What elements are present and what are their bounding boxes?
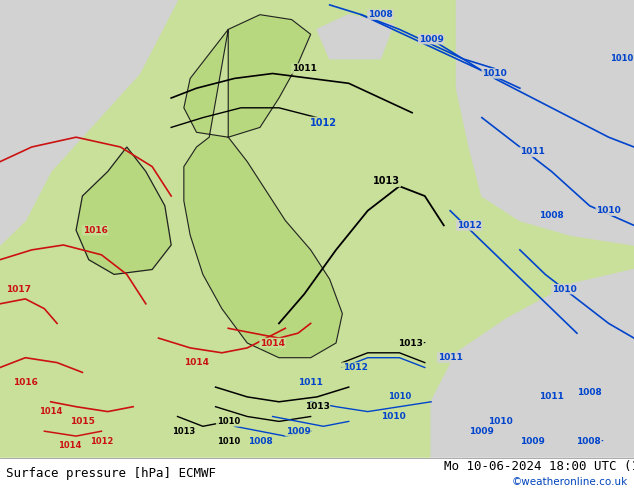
Text: 1008: 1008: [368, 10, 393, 19]
Text: 1015: 1015: [70, 417, 95, 426]
Text: 1008·: 1008·: [576, 437, 604, 445]
Text: 1009: 1009: [469, 427, 495, 436]
Text: 1012: 1012: [456, 221, 482, 230]
Text: 1011: 1011: [520, 147, 545, 156]
Text: Surface pressure [hPa] ECMWF: Surface pressure [hPa] ECMWF: [6, 467, 216, 480]
Polygon shape: [431, 270, 634, 458]
Text: 1010: 1010: [552, 285, 577, 294]
Text: Mo 10-06-2024 18:00 UTC (18+144): Mo 10-06-2024 18:00 UTC (18+144): [444, 461, 634, 473]
Text: 1017: 1017: [6, 285, 32, 294]
Text: 1010: 1010: [482, 69, 507, 78]
Text: 1013·: 1013·: [398, 339, 426, 347]
Text: 1008: 1008: [247, 437, 273, 445]
Text: 1013: 1013: [373, 176, 400, 186]
Text: 1009: 1009: [520, 437, 545, 445]
Text: 1010: 1010: [388, 392, 411, 401]
Text: 1011: 1011: [539, 392, 564, 401]
Text: 1013: 1013: [304, 402, 330, 411]
Text: 1010: 1010: [596, 206, 621, 215]
Text: 1010: 1010: [610, 54, 633, 63]
Bar: [0, 458, 634, 490]
Text: 1014: 1014: [58, 441, 81, 450]
Text: 1010: 1010: [217, 437, 240, 445]
Text: 1012: 1012: [90, 437, 113, 445]
Polygon shape: [76, 147, 171, 274]
Polygon shape: [184, 15, 342, 358]
Text: 1010: 1010: [380, 412, 406, 421]
Text: 1010: 1010: [488, 417, 514, 426]
Text: 1013: 1013: [172, 427, 195, 436]
Text: 1012: 1012: [310, 118, 337, 127]
Polygon shape: [456, 0, 634, 245]
Text: 1014: 1014: [184, 358, 209, 367]
Polygon shape: [317, 15, 393, 59]
Text: 1008: 1008: [539, 211, 564, 220]
Text: 1009: 1009: [418, 35, 444, 44]
Text: 1011: 1011: [298, 378, 323, 387]
Text: 1011: 1011: [292, 64, 317, 73]
Text: 1010: 1010: [615, 54, 634, 63]
Text: 1011: 1011: [437, 353, 463, 362]
Text: 1014: 1014: [39, 407, 62, 416]
Text: 1014: 1014: [260, 339, 285, 347]
Text: 1009: 1009: [285, 427, 311, 436]
Text: 1016: 1016: [82, 226, 108, 235]
Polygon shape: [0, 0, 178, 245]
Text: 1008: 1008: [577, 388, 602, 396]
Text: ©weatheronline.co.uk: ©weatheronline.co.uk: [512, 477, 628, 487]
Text: 1012: 1012: [342, 363, 368, 372]
Text: 1010: 1010: [217, 417, 240, 426]
Text: 1016: 1016: [13, 378, 38, 387]
